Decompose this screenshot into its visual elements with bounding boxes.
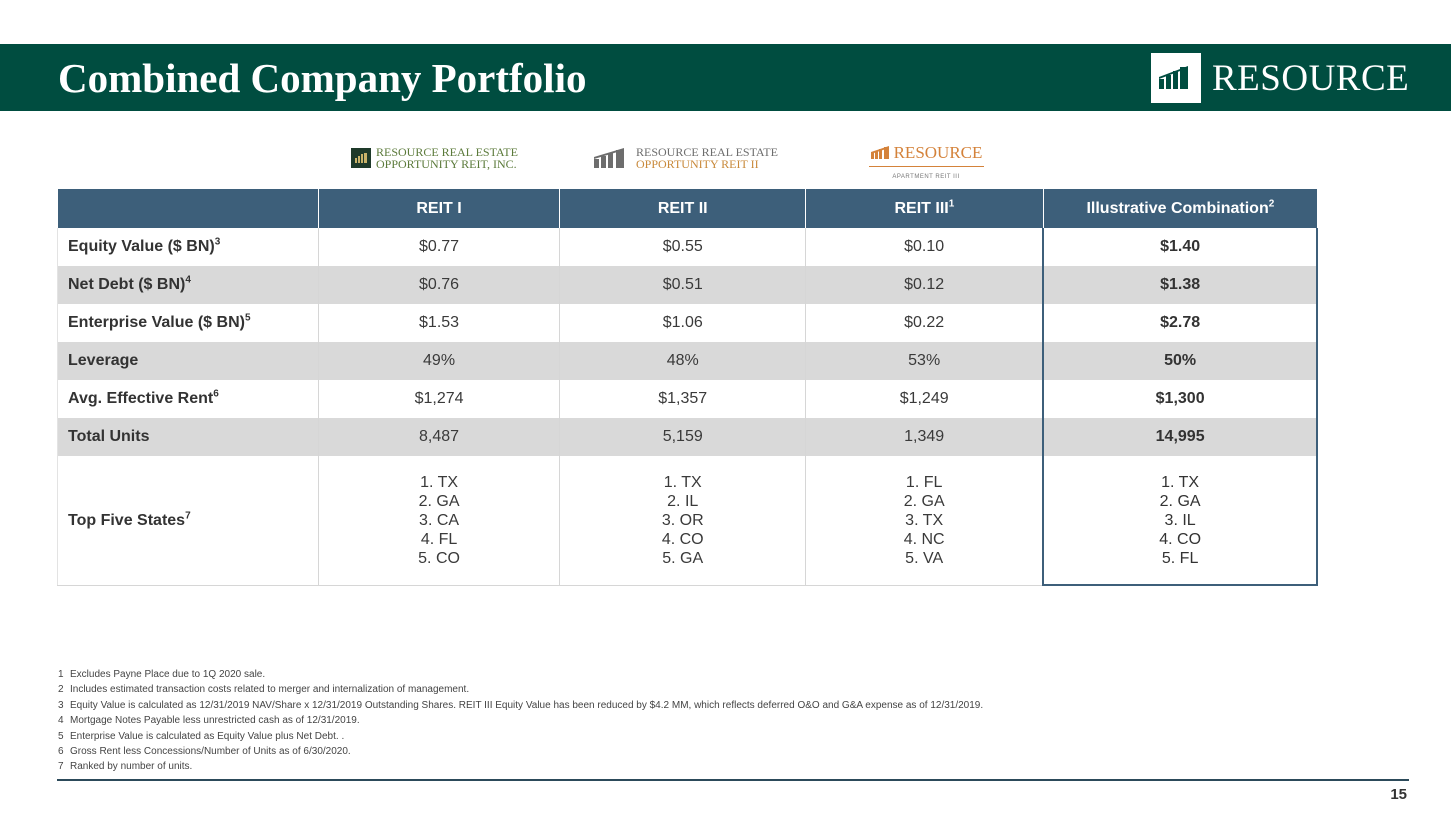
header-blank (57, 189, 319, 228)
row-label: Leverage (57, 342, 319, 380)
table-cell: 8,487 (317, 418, 560, 456)
reit3-logo-word: RESOURCE (893, 143, 983, 162)
state-item: 1. FL (905, 473, 943, 491)
page-title: Combined Company Portfolio (58, 55, 587, 101)
states-cell-combination: 1. TX 2. GA 3. IL 4. CO 5. FL (1042, 456, 1318, 586)
brand-name: RESOURCE (1212, 57, 1410, 99)
column-header: REIT III1 (805, 189, 1044, 228)
state-item: 4. CO (661, 530, 704, 548)
table-cell: $0.12 (805, 266, 1044, 304)
table-cell: $0.55 (559, 228, 806, 266)
table-cell: $1,274 (317, 380, 560, 418)
state-item: 4. FL (420, 530, 458, 548)
table-cell: $1.53 (317, 304, 560, 342)
table-cell: 48% (559, 342, 806, 380)
table-cell: $1.06 (559, 304, 806, 342)
reit1-logo-icon (351, 148, 371, 168)
table-cell: $0.76 (317, 266, 560, 304)
footnote: 3 Equity Value is calculated as 12/31/201… (58, 699, 984, 711)
table-cell: $0.51 (559, 266, 806, 304)
state-item: 1. TX (663, 473, 702, 491)
combination-cell: $1.38 (1042, 266, 1318, 304)
column-header: REIT I (317, 189, 560, 228)
row-label: Top Five States7 (57, 456, 319, 586)
table-cell: $0.77 (317, 228, 560, 266)
table-cell: $0.10 (805, 228, 1044, 266)
reit3-logo: RESOURCE APARTMENT REIT III (866, 143, 986, 180)
footnote: 6 Gross Rent less Concessions/Number of U… (58, 746, 351, 758)
reit2-logo-line1: RESOURCE REAL ESTATE (636, 145, 778, 159)
row-label: Net Debt ($ BN)4 (57, 266, 319, 304)
state-item: 3. OR (661, 511, 704, 529)
row-label: Enterprise Value ($ BN)5 (57, 304, 319, 342)
combination-cell: $1.40 (1042, 228, 1318, 266)
table-cell: $0.22 (805, 304, 1044, 342)
states-cell: 1. TX 2. GA 3. CA 4. FL 5. CO (317, 456, 560, 586)
combination-cell: $2.78 (1042, 304, 1318, 342)
reit3-logo-icon (870, 146, 889, 159)
reit2-logo-icon (594, 148, 624, 168)
state-item: 3. CA (419, 511, 460, 529)
footnote: 1 Excludes Payne Place due to 1Q 2020 sal… (58, 669, 266, 680)
state-item: 2. GA (903, 492, 945, 510)
table-cell: 53% (805, 342, 1044, 380)
reit1-logo-line1: RESOURCE REAL ESTATE (376, 145, 518, 159)
row-label: Total Units (57, 418, 319, 456)
table-row: Net Debt ($ BN)4 $0.76 $0.51 $0.12 $1.38 (57, 266, 1318, 304)
footer-rule (57, 779, 1409, 781)
combination-cell: 50% (1042, 342, 1318, 380)
portfolio-table: REIT I REIT II REIT III1 Illustrative Co… (57, 189, 1318, 586)
state-item: 3. IL (1164, 511, 1196, 529)
states-cell: 1. FL 2. GA 3. TX 4. NC 5. VA (805, 456, 1044, 586)
table-row: Equity Value ($ BN)3 $0.77 $0.55 $0.10 $… (57, 228, 1318, 266)
column-header: Illustrative Combination2 (1042, 189, 1317, 228)
state-item: 4. CO (1159, 530, 1202, 548)
state-item: 4. NC (903, 530, 945, 548)
footnotes: 1 Excludes Payne Place due to 1Q 2020 sal… (58, 667, 983, 775)
reit3-logo-rule (868, 166, 984, 167)
page-number: 15 (1390, 786, 1407, 803)
footnote: 2 Includes estimated transaction costs re… (58, 684, 470, 696)
table-cell: $1,357 (559, 380, 806, 418)
building-logo-icon (1151, 53, 1201, 103)
row-label: Equity Value ($ BN)3 (57, 228, 319, 266)
state-item: 2. GA (1159, 492, 1201, 510)
footnote: 7 Ranked by number of units. (58, 761, 193, 773)
table-cell: 5,159 (559, 418, 806, 456)
combination-cell: 14,995 (1042, 418, 1318, 456)
table-row: Enterprise Value ($ BN)5 $1.53 $1.06 $0.… (57, 304, 1318, 342)
state-item: 5. CO (418, 549, 460, 567)
reit2-logo: RESOURCE REAL ESTATE OPPORTUNITY REIT II (593, 146, 778, 170)
state-item: 1. TX (1161, 473, 1200, 491)
column-header: REIT II (559, 189, 806, 228)
table-row: Leverage 49% 48% 53% 50% (57, 342, 1318, 380)
state-item: 2. GA (418, 492, 460, 510)
reit1-logo: RESOURCE REAL ESTATE OPPORTUNITY REIT, I… (351, 146, 518, 170)
footnote: 5 Enterprise Value is calculated as Equit… (58, 730, 345, 742)
table-cell: 49% (317, 342, 560, 380)
table-row-top-states: Top Five States7 1. TX 2. GA 3. CA 4. FL… (57, 456, 1318, 586)
row-label: Avg. Effective Rent6 (57, 380, 319, 418)
footnote: 4 Mortgage Notes Payable less unrestricte… (58, 715, 360, 727)
combination-cell: $1,300 (1042, 380, 1318, 418)
state-item: 1. TX (420, 473, 459, 491)
states-cell: 1. TX 2. IL 3. OR 4. CO 5. GA (559, 456, 806, 586)
table-cell: $1,249 (805, 380, 1044, 418)
reit2-logo-line2: OPPORTUNITY REIT II (636, 157, 759, 171)
reit3-logo-sub: APARTMENT REIT III (892, 174, 960, 180)
brand-logo: RESOURCE (1151, 53, 1409, 103)
table-cell: 1,349 (805, 418, 1044, 456)
state-item: 5. FL (1161, 549, 1199, 567)
state-item: 3. TX (905, 511, 944, 529)
table-row: Total Units 8,487 5,159 1,349 14,995 (57, 418, 1318, 456)
table-row: Avg. Effective Rent6 $1,274 $1,357 $1,24… (57, 380, 1318, 418)
header-bar: Combined Company Portfolio RESOURCE (0, 44, 1451, 111)
state-item: 5. GA (662, 549, 704, 567)
reit1-logo-line2: OPPORTUNITY REIT, INC. (376, 157, 517, 171)
state-item: 5. VA (905, 549, 944, 567)
table-header-row: REIT I REIT II REIT III1 Illustrative Co… (57, 189, 1317, 228)
state-item: 2. IL (667, 492, 699, 510)
